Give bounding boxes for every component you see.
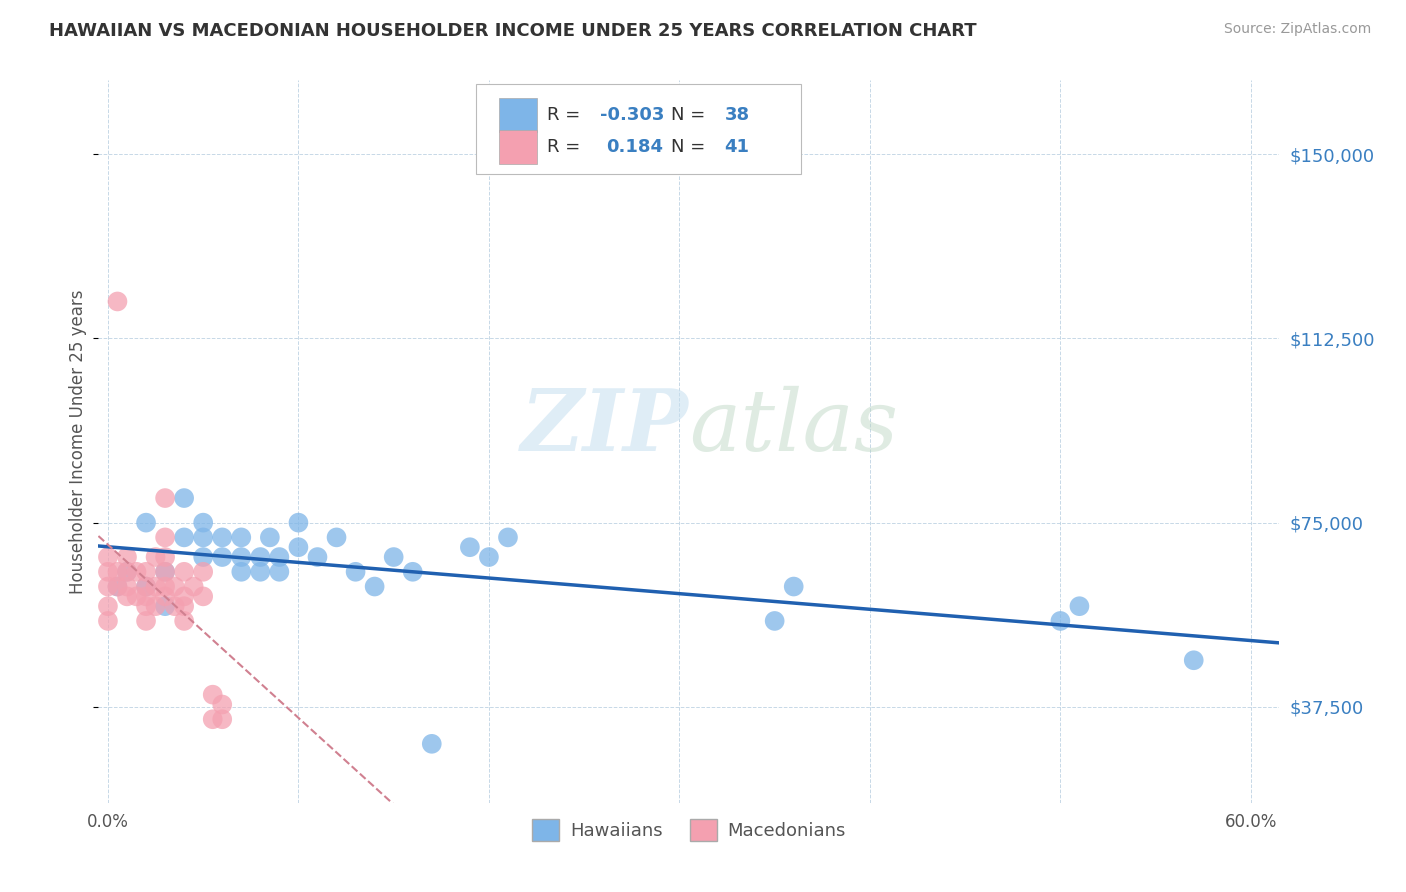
- Point: [783, 580, 806, 594]
- Point: [135, 565, 157, 579]
- Point: [496, 530, 519, 544]
- Text: N =: N =: [671, 137, 711, 156]
- Point: [173, 565, 195, 579]
- Point: [145, 599, 167, 614]
- Point: [211, 549, 233, 564]
- Point: [1069, 599, 1091, 614]
- Point: [135, 614, 157, 628]
- Point: [173, 491, 195, 505]
- Point: [193, 590, 215, 604]
- Point: [211, 530, 233, 544]
- Text: HAWAIIAN VS MACEDONIAN HOUSEHOLDER INCOME UNDER 25 YEARS CORRELATION CHART: HAWAIIAN VS MACEDONIAN HOUSEHOLDER INCOM…: [49, 22, 977, 40]
- Point: [107, 294, 129, 309]
- Point: [307, 549, 329, 564]
- Point: [231, 565, 253, 579]
- Point: [115, 580, 138, 594]
- Point: [145, 580, 167, 594]
- Point: [153, 599, 176, 614]
- Point: [115, 565, 138, 579]
- Point: [763, 614, 786, 628]
- Point: [97, 549, 120, 564]
- Point: [97, 614, 120, 628]
- Point: [201, 712, 224, 726]
- Point: [173, 614, 195, 628]
- Point: [173, 590, 195, 604]
- Text: atlas: atlas: [689, 385, 898, 468]
- Point: [1182, 653, 1205, 667]
- Point: [107, 580, 129, 594]
- Point: [402, 565, 425, 579]
- Text: 38: 38: [724, 106, 749, 124]
- Text: -0.303: -0.303: [600, 106, 665, 124]
- Point: [135, 580, 157, 594]
- Point: [1049, 614, 1071, 628]
- Text: 0.184: 0.184: [606, 137, 664, 156]
- Point: [163, 599, 186, 614]
- Point: [478, 549, 501, 564]
- Point: [107, 565, 129, 579]
- Point: [97, 580, 120, 594]
- Text: R =: R =: [547, 106, 586, 124]
- Point: [344, 565, 367, 579]
- Point: [382, 549, 405, 564]
- Y-axis label: Householder Income Under 25 years: Householder Income Under 25 years: [69, 289, 87, 594]
- Point: [269, 565, 291, 579]
- Point: [135, 516, 157, 530]
- Point: [458, 540, 481, 554]
- Point: [173, 599, 195, 614]
- Point: [211, 698, 233, 712]
- Point: [325, 530, 347, 544]
- Point: [153, 580, 176, 594]
- Point: [231, 549, 253, 564]
- Point: [115, 549, 138, 564]
- Text: N =: N =: [671, 106, 711, 124]
- Point: [173, 530, 195, 544]
- Point: [153, 590, 176, 604]
- Text: Source: ZipAtlas.com: Source: ZipAtlas.com: [1223, 22, 1371, 37]
- FancyBboxPatch shape: [499, 129, 537, 164]
- Point: [269, 549, 291, 564]
- Point: [287, 540, 309, 554]
- Point: [135, 599, 157, 614]
- Point: [145, 549, 167, 564]
- Point: [193, 565, 215, 579]
- Point: [97, 565, 120, 579]
- Text: ZIP: ZIP: [522, 385, 689, 469]
- FancyBboxPatch shape: [499, 98, 537, 132]
- Point: [115, 565, 138, 579]
- Point: [363, 580, 385, 594]
- Point: [193, 530, 215, 544]
- Point: [125, 590, 148, 604]
- Text: 41: 41: [724, 137, 749, 156]
- Point: [211, 712, 233, 726]
- Point: [153, 565, 176, 579]
- Point: [107, 580, 129, 594]
- Point: [153, 565, 176, 579]
- Point: [193, 549, 215, 564]
- Point: [97, 599, 120, 614]
- Point: [193, 516, 215, 530]
- Point: [153, 530, 176, 544]
- Point: [201, 688, 224, 702]
- Text: R =: R =: [547, 137, 586, 156]
- FancyBboxPatch shape: [477, 84, 801, 174]
- Point: [135, 590, 157, 604]
- Point: [153, 549, 176, 564]
- Point: [249, 565, 271, 579]
- Point: [125, 565, 148, 579]
- Point: [115, 590, 138, 604]
- Point: [287, 516, 309, 530]
- Legend: Hawaiians, Macedonians: Hawaiians, Macedonians: [524, 812, 853, 848]
- Point: [259, 530, 281, 544]
- Point: [163, 580, 186, 594]
- Point: [420, 737, 443, 751]
- Point: [183, 580, 205, 594]
- Point: [249, 549, 271, 564]
- Point: [153, 491, 176, 505]
- Point: [135, 580, 157, 594]
- Point: [231, 530, 253, 544]
